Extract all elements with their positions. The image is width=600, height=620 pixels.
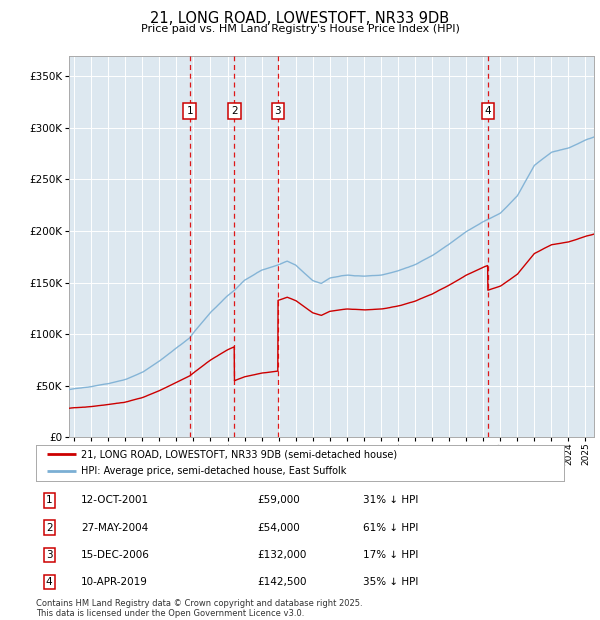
Text: 1: 1 (46, 495, 53, 505)
Text: 35% ↓ HPI: 35% ↓ HPI (364, 577, 419, 587)
Text: 15-DEC-2006: 15-DEC-2006 (81, 550, 150, 560)
Text: 21, LONG ROAD, LOWESTOFT, NR33 9DB: 21, LONG ROAD, LOWESTOFT, NR33 9DB (151, 11, 449, 26)
Text: £132,000: £132,000 (258, 550, 307, 560)
Text: 4: 4 (484, 106, 491, 116)
Text: 2: 2 (46, 523, 53, 533)
Text: £142,500: £142,500 (258, 577, 307, 587)
Text: 1: 1 (187, 106, 193, 116)
Text: £59,000: £59,000 (258, 495, 301, 505)
Text: HPI: Average price, semi-detached house, East Suffolk: HPI: Average price, semi-detached house,… (81, 466, 346, 476)
Text: 10-APR-2019: 10-APR-2019 (81, 577, 148, 587)
Text: 12-OCT-2001: 12-OCT-2001 (81, 495, 149, 505)
Text: 17% ↓ HPI: 17% ↓ HPI (364, 550, 419, 560)
Text: 21, LONG ROAD, LOWESTOFT, NR33 9DB (semi-detached house): 21, LONG ROAD, LOWESTOFT, NR33 9DB (semi… (81, 450, 397, 459)
Text: 3: 3 (274, 106, 281, 116)
Text: Contains HM Land Registry data © Crown copyright and database right 2025.
This d: Contains HM Land Registry data © Crown c… (36, 599, 362, 618)
Text: 4: 4 (46, 577, 53, 587)
Text: 3: 3 (46, 550, 53, 560)
Text: Price paid vs. HM Land Registry's House Price Index (HPI): Price paid vs. HM Land Registry's House … (140, 24, 460, 33)
Text: £54,000: £54,000 (258, 523, 301, 533)
Text: 27-MAY-2004: 27-MAY-2004 (81, 523, 148, 533)
Text: 61% ↓ HPI: 61% ↓ HPI (364, 523, 419, 533)
Text: 31% ↓ HPI: 31% ↓ HPI (364, 495, 419, 505)
Text: 2: 2 (231, 106, 238, 116)
